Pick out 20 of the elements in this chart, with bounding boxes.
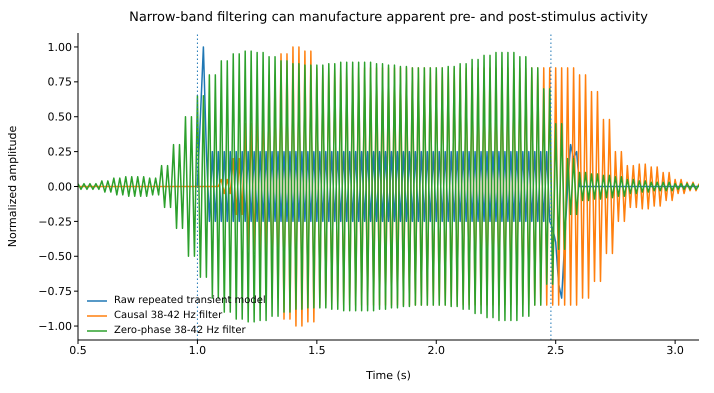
x-tick-label: 1.5 [308, 344, 326, 357]
y-tick-label: −1.00 [38, 320, 72, 333]
y-tick-label: 0.50 [48, 110, 72, 124]
x-tick-label: 3.0 [666, 344, 684, 357]
y-tick-label: 0.00 [48, 180, 72, 194]
y-tick-label: −0.50 [38, 250, 72, 264]
y-tick-label: 0.25 [48, 146, 72, 159]
y-axis-title: Normalized amplitude [6, 126, 19, 248]
chart-title: Narrow-band filtering can manufacture apparent pre- and post-stimulus activity [128, 10, 649, 25]
x-axis-title: Time (s) [365, 369, 411, 382]
y-tick-label: 0.75 [48, 76, 72, 89]
y-tick-label: −0.75 [38, 285, 72, 298]
y-tick-label: −0.25 [38, 215, 72, 228]
legend-label: Causal 38-42 Hz filter [114, 309, 222, 323]
x-tick-label: 1.0 [188, 344, 206, 357]
legend-label: Zero-phase 38-42 Hz filter [114, 324, 246, 338]
x-tick-label: 2.5 [546, 344, 564, 357]
x-tick-label: 0.5 [69, 344, 87, 357]
x-tick-label: 2.0 [428, 344, 446, 357]
y-tick-label: 1.00 [48, 40, 72, 54]
